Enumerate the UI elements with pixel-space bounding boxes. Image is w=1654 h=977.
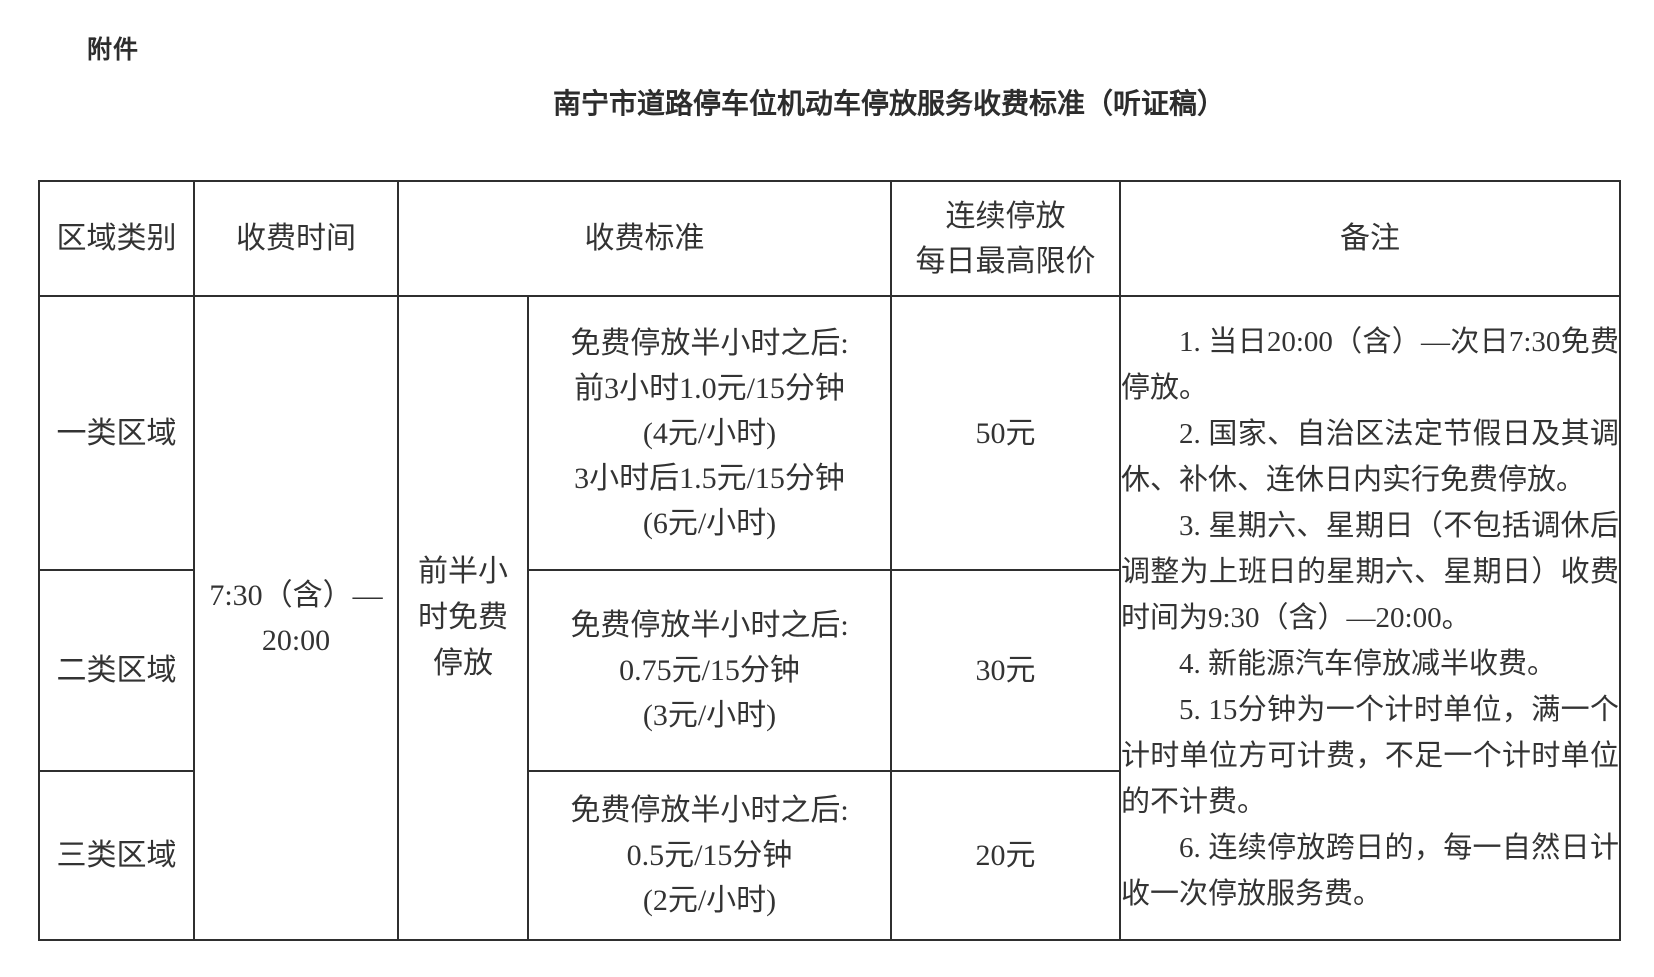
daily-cap-cell-category1: 50元 [890, 295, 1121, 571]
remark-item: 2. 国家、自治区法定节假日及其调休、补休、连休日内实行免费停放。 [1121, 418, 1619, 496]
header-daily-cap-line1: 连续停放 [945, 199, 1066, 233]
remark-item: 5. 15分钟为一个计时单位，满一个计时单位方可计费，不足一个计时单位的不计费。 [1121, 694, 1619, 818]
remarks-cell: 1. 当日20:00（含）—次日7:30免费停放。 2. 国家、自治区法定节假日… [1119, 295, 1621, 941]
remark-item: 1. 当日20:00（含）—次日7:30免费停放。 [1121, 326, 1619, 404]
fee-standard-cell-category2: 免费停放半小时之后: 0.75元/15分钟 (3元/小时) [527, 569, 892, 772]
fee-line: 免费停放半小时之后: [570, 794, 849, 827]
fee-line: 免费停放半小时之后: [570, 326, 849, 360]
remark-item: 6. 连续停放跨日的，每一自然日计收一次停放服务费。 [1121, 832, 1619, 910]
fee-line: 0.5元/15分钟 [626, 839, 793, 872]
fee-line: (2元/小时) [642, 884, 777, 917]
fee-line: 0.75元/15分钟 [619, 654, 800, 687]
table-row: 二类区域 免费停放半小时之后: 0.75元/15分钟 (3元/小时) 30元 [38, 569, 1620, 772]
parking-fee-table: 区域类别 收费时间 收费标准 连续停放 每日最高限价 备注 一类区域 7:30（… [38, 180, 1621, 941]
fee-line: 3小时后1.5元/15分钟 [574, 461, 845, 495]
free-half-hour-text: 前半小时免费停放 [418, 555, 508, 680]
fee-line: (6元/小时) [642, 506, 777, 540]
table-row: 三类区域 免费停放半小时之后: 0.5元/15分钟 (2元/小时) 20元 [38, 770, 1620, 941]
document-title: 南宁市道路停车位机动车停放服务收费标准（听证稿） [552, 88, 1225, 119]
header-charge-standard: 收费标准 [397, 180, 892, 297]
fee-line: 前3小时1.0元/15分钟 [574, 371, 845, 405]
area-cell-category3: 三类区域 [38, 770, 195, 941]
header-remarks: 备注 [1119, 180, 1621, 297]
table-header-row: 区域类别 收费时间 收费标准 连续停放 每日最高限价 备注 [38, 180, 1621, 297]
charge-time-cell: 7:30（含）— 20:00 [193, 295, 399, 941]
remark-item: 4. 新能源汽车停放减半收费。 [1179, 648, 1557, 680]
header-daily-cap: 连续停放 每日最高限价 [890, 180, 1121, 297]
fee-line: (3元/小时) [642, 699, 777, 732]
remark-item: 3. 星期六、星期日（不包括调休后调整为上班日的星期六、星期日）收费时间为9:3… [1121, 510, 1619, 634]
header-daily-cap-line2: 每日最高限价 [915, 244, 1096, 278]
fee-standard-cell-category3: 免费停放半小时之后: 0.5元/15分钟 (2元/小时) [527, 770, 892, 941]
charge-time-line2: 20:00 [261, 624, 331, 657]
table-row: 一类区域 7:30（含）— 20:00 前半小时免费停放 免费停放半小时之后: … [38, 295, 1621, 941]
header-charge-time: 收费时间 [193, 180, 399, 297]
free-half-hour-cell: 前半小时免费停放 [397, 295, 529, 941]
header-area-category: 区域类别 [38, 180, 195, 297]
area-cell-category1: 一类区域 [38, 295, 195, 571]
attachment-label: 附件 [87, 36, 140, 64]
charge-time-line1: 7:30（含）— [209, 579, 383, 612]
area-cell-category2: 二类区域 [38, 569, 195, 772]
daily-cap-cell-category3: 20元 [890, 770, 1121, 941]
fee-line: (4元/小时) [642, 416, 777, 450]
fee-standard-cell-category1: 免费停放半小时之后: 前3小时1.0元/15分钟 (4元/小时) 3小时后1.5… [527, 295, 892, 571]
fee-line: 免费停放半小时之后: [570, 609, 849, 642]
daily-cap-cell-category2: 30元 [890, 569, 1121, 772]
